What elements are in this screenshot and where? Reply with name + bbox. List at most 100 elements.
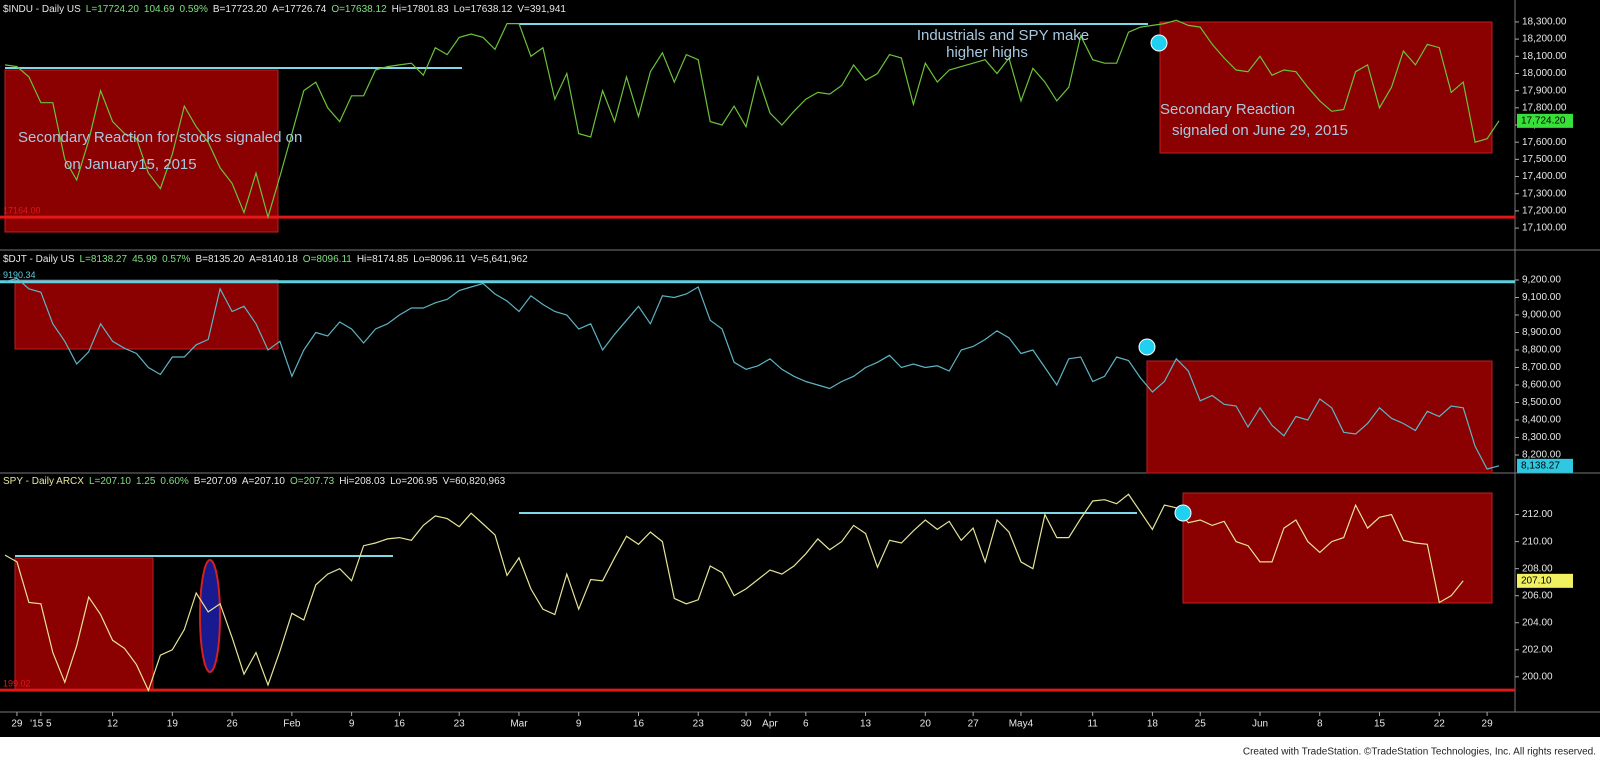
y-tick-label: 202.00 [1522, 644, 1553, 655]
header-field: V=60,820,963 [443, 476, 506, 487]
x-tick-label: 23 [693, 719, 705, 730]
y-tick-label: 18,300.00 [1522, 17, 1567, 28]
header-field: Lo=17638.12 [454, 4, 513, 15]
symbol-header: SPY - Daily ARCX L=207.10 1.25 0.60% B=207.0… [3, 476, 506, 487]
plots: $INDU - Daily US L=17724.20 104.69 0.59% B=1… [0, 4, 1573, 730]
header-field: B=207.09 [194, 476, 238, 487]
header-field: 0.60% [160, 476, 188, 487]
y-tick-label: 204.00 [1522, 617, 1553, 628]
footer-bar [0, 737, 1600, 765]
last-price-tag [1517, 113, 1573, 128]
x-tick-label: 12 [107, 719, 119, 730]
annotation: signaled on June 29, 2015 [1172, 122, 1348, 139]
x-tick-label: Mar [510, 719, 528, 730]
footer: Created with TradeStation. ©TradeStation… [1243, 747, 1596, 758]
reaction-box [14, 557, 154, 691]
header-field: L=17724.20 [86, 4, 140, 15]
x-tick-label: Apr [762, 719, 778, 730]
reaction-box [1159, 21, 1493, 154]
symbol-header: $DJT - Daily US L=8138.27 45.99 0.57% B=8135… [3, 254, 528, 265]
x-tick-label: Jun [1252, 719, 1268, 730]
x-tick-label: 11 [1087, 719, 1098, 730]
y-tick-label: 212.00 [1522, 509, 1553, 520]
price-line [4, 19, 1500, 220]
last-price-tag [1517, 573, 1573, 588]
y-tick-label: 17,500.00 [1522, 154, 1567, 165]
header-field: 0.57% [162, 254, 190, 265]
header-field: A=8140.18 [249, 254, 298, 265]
y-tick-label: 9,000.00 [1522, 310, 1561, 321]
reaction-box [1146, 360, 1493, 474]
signal-arrow [1138, 338, 1156, 356]
x-tick-label: 25 [1195, 719, 1207, 730]
header-field: V=391,941 [517, 4, 566, 15]
x-tick-label: 15 [1374, 719, 1386, 730]
header-field: B=8135.20 [195, 254, 244, 265]
y-tick-label: 206.00 [1522, 590, 1553, 601]
x-tick-label: 23 [454, 719, 466, 730]
y-tick-label: 8,200.00 [1522, 450, 1561, 461]
y-tick-label: 18,000.00 [1522, 68, 1567, 79]
y-tick-label: 9,200.00 [1522, 275, 1561, 286]
header-field: B=17723.20 [213, 4, 268, 15]
x-tick-label: 9 [576, 719, 582, 730]
signal-arrow [1150, 34, 1168, 52]
highlight-ellipse [199, 559, 221, 673]
header-field: $DJT - Daily US [3, 254, 75, 265]
header-field: Hi=8174.85 [357, 254, 409, 265]
header-field: Hi=17801.83 [392, 4, 449, 15]
x-tick-label: 30 [740, 719, 752, 730]
y-tick-label: 17,600.00 [1522, 137, 1567, 148]
y-tick-label: 18,200.00 [1522, 34, 1567, 45]
x-tick-label: 8 [1317, 719, 1323, 730]
x-tick-label: 13 [860, 719, 872, 730]
header-field: O=207.73 [290, 476, 335, 487]
last-price-tag [1517, 458, 1573, 473]
y-tick-label: 8,900.00 [1522, 327, 1561, 338]
x-tick-label: 27 [968, 719, 980, 730]
y-tick-label: 8,500.00 [1522, 397, 1561, 408]
x-tick-label: 22 [1434, 719, 1446, 730]
y-tick-label: 8,300.00 [1522, 432, 1561, 443]
last-price-label: 17,724.20 [1521, 115, 1566, 126]
x-tick-label: 20 [920, 719, 932, 730]
header-field: Lo=8096.11 [413, 254, 466, 265]
annotation: higher highs [946, 44, 1028, 61]
signal-arrows [1138, 34, 1192, 522]
y-tick-label: 8,700.00 [1522, 362, 1561, 373]
price-line [4, 493, 1464, 693]
price-line [4, 277, 1500, 470]
last-price-label: 207.10 [1521, 575, 1552, 586]
header-field: 0.59% [180, 4, 208, 15]
header-field: A=17726.74 [272, 4, 327, 15]
header-field: SPY - Daily ARCX [3, 476, 84, 487]
y-tick-label: 17,800.00 [1522, 102, 1567, 113]
header-field: L=207.10 [89, 476, 131, 487]
header-field: 45.99 [132, 254, 157, 265]
x-tick-label: 9 [349, 719, 355, 730]
reaction-box [4, 69, 279, 233]
x-tick-label: 29 [1482, 719, 1494, 730]
y-tick-label: 17,300.00 [1522, 188, 1567, 199]
annotation: Industrials and SPY make [917, 27, 1089, 44]
annotation: Secondary Reaction for stocks signaled o… [18, 129, 302, 146]
y-tick-label: 9,100.00 [1522, 292, 1561, 303]
x-tick-label: 16 [633, 719, 645, 730]
reaction-boxes [4, 21, 1493, 691]
level-label: 9190.34 [3, 270, 36, 280]
level-label: 199.02 [3, 678, 31, 688]
y-tick-label: 8,600.00 [1522, 380, 1561, 391]
header-field: V=5,641,962 [471, 254, 528, 265]
x-tick-label: May4 [1009, 719, 1034, 730]
y-tick-label: 18,100.00 [1522, 51, 1567, 62]
x-tick-label: 16 [394, 719, 406, 730]
annotation: Secondary Reaction [1160, 101, 1295, 118]
y-tick-label: 17,100.00 [1522, 223, 1567, 234]
y-tick-label: 210.00 [1522, 536, 1553, 547]
header-field: A=207.10 [242, 476, 286, 487]
symbol-header: $INDU - Daily US L=17724.20 104.69 0.59% B=1… [3, 4, 566, 15]
header-field: $INDU - Daily US [3, 4, 81, 15]
last-price-label: 8,138.27 [1521, 460, 1560, 471]
